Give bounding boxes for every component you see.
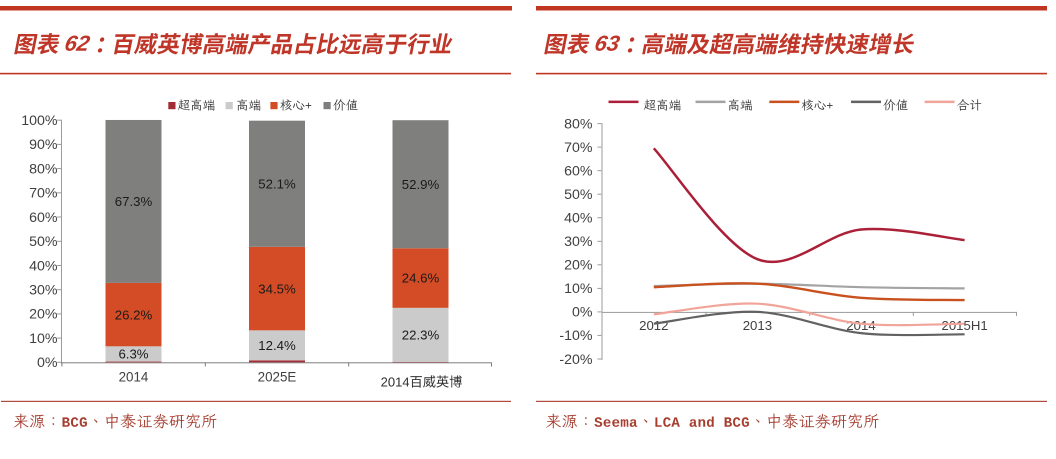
svg-text:0%: 0% [572,305,593,321]
svg-text:2015H1: 2015H1 [941,318,987,333]
svg-text:12.4%: 12.4% [258,338,296,353]
svg-text:60%: 60% [564,164,593,180]
svg-text:30%: 30% [564,234,593,250]
svg-text:2012: 2012 [639,318,668,333]
svg-text:34.5%: 34.5% [258,281,296,296]
svg-text:52.1%: 52.1% [258,177,296,192]
svg-text:100%: 100% [21,113,58,129]
svg-text:10%: 10% [564,281,593,297]
svg-text:67.3%: 67.3% [115,194,153,209]
svg-text:40%: 40% [29,258,58,274]
svg-text:24.6%: 24.6% [402,271,440,286]
svg-text:50%: 50% [564,187,593,203]
svg-text:80%: 80% [564,116,593,132]
svg-text:40%: 40% [564,211,593,227]
svg-text:2013: 2013 [743,318,772,333]
svg-text:10%: 10% [29,331,58,347]
svg-text:2014: 2014 [119,370,149,385]
svg-text:0%: 0% [37,355,58,371]
svg-text:70%: 70% [29,186,58,202]
svg-text:-10%: -10% [559,328,593,344]
svg-text:80%: 80% [29,161,58,177]
svg-text:30%: 30% [29,283,58,299]
svg-text:26.2%: 26.2% [115,307,153,322]
svg-text:60%: 60% [29,210,58,226]
svg-text:6.3%: 6.3% [118,347,148,362]
svg-text:50%: 50% [29,234,58,250]
svg-text:52.9%: 52.9% [402,177,440,192]
svg-text:-20%: -20% [559,352,593,368]
svg-text:20%: 20% [564,258,593,274]
svg-text:22.3%: 22.3% [402,328,440,343]
svg-text:90%: 90% [29,137,58,153]
svg-text:70%: 70% [564,140,593,156]
svg-text:2025E: 2025E [258,370,297,385]
svg-text:20%: 20% [29,307,58,323]
